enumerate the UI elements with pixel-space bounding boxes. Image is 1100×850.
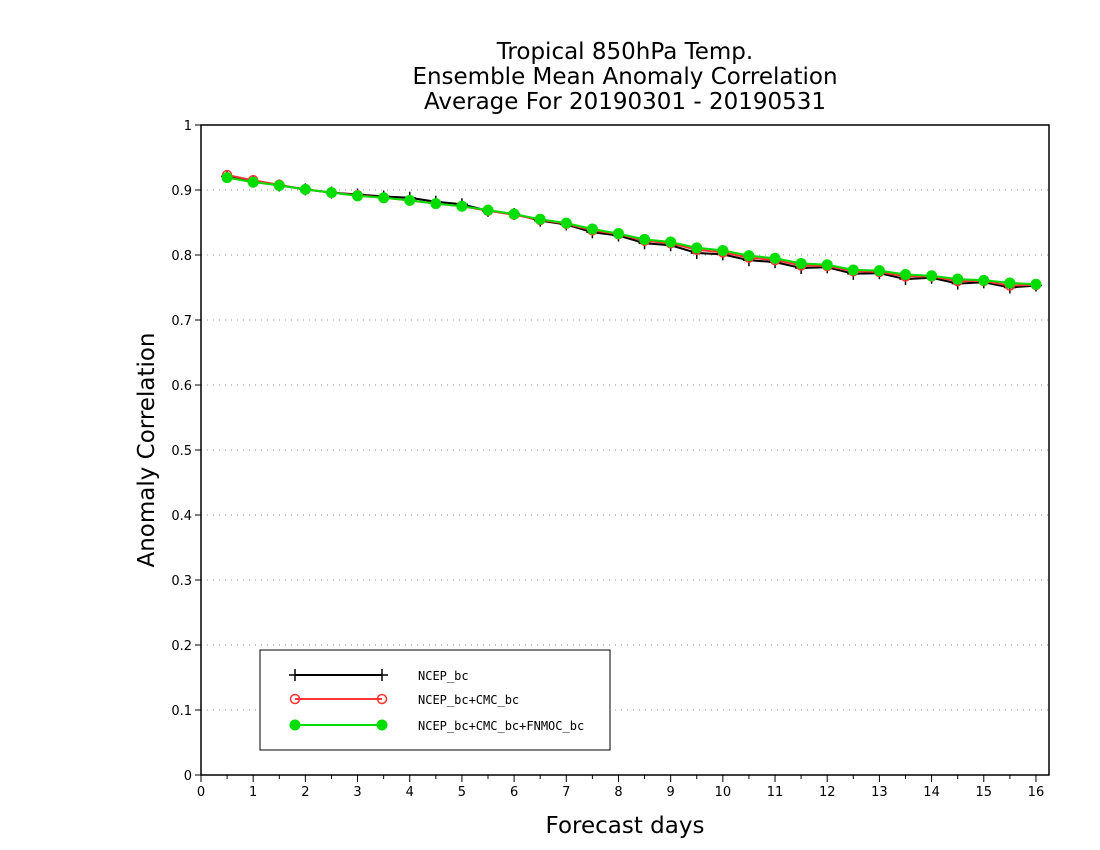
- y-tick-label: 0.2: [171, 639, 192, 654]
- data-point-filled-circle: [289, 719, 301, 731]
- x-tick-label: 14: [923, 785, 940, 800]
- legend-swatches: [289, 669, 388, 731]
- y-tick-label: 0.8: [171, 249, 192, 264]
- legend-label-ncep-cmc-fnmoc: NCEP_bc+CMC_bc+FNMOC_bc: [418, 719, 584, 733]
- data-point-filled-circle: [482, 204, 494, 216]
- data-point-filled-circle: [769, 252, 781, 264]
- data-point-open-circle: [376, 693, 388, 705]
- data-point-filled-circle: [821, 259, 833, 271]
- data-point-filled-circle: [612, 228, 624, 240]
- x-tick-label: 6: [510, 785, 518, 800]
- x-tick-label: 9: [667, 785, 675, 800]
- data-point-filled-circle: [456, 200, 468, 212]
- x-tick-label: 10: [715, 785, 732, 800]
- data-point-filled-circle: [586, 223, 598, 235]
- y-tick-label: 0.4: [171, 509, 192, 524]
- data-point-filled-circle: [1030, 278, 1042, 290]
- grid-lines: [201, 189, 1049, 711]
- data-point-filled-circle: [378, 192, 390, 204]
- x-tick-label: 3: [353, 785, 361, 800]
- x-axis-title: Forecast days: [546, 813, 705, 839]
- y-tick-label: 0: [184, 769, 192, 784]
- data-point-plus: [289, 669, 301, 681]
- plot-area-frame: [200, 124, 1050, 776]
- x-tick-label: 1: [249, 785, 257, 800]
- data-point-filled-circle: [1004, 277, 1016, 289]
- legend-swatch-1: [289, 693, 388, 705]
- x-tick-label: 13: [871, 785, 888, 800]
- data-point-filled-circle: [847, 264, 859, 276]
- y-axis-title: Anomaly Correlation: [134, 332, 160, 567]
- data-point-filled-circle: [873, 265, 885, 277]
- x-tick-label: 4: [406, 785, 414, 800]
- y-tick-label: 1: [184, 119, 192, 134]
- data-point-filled-circle: [717, 244, 729, 256]
- series-line: [226, 175, 1037, 289]
- data-point-filled-circle: [691, 242, 703, 254]
- x-tick-label: 2: [301, 785, 309, 800]
- data-point-filled-circle: [560, 217, 572, 229]
- chart-title-line-3: Average For 20190301 - 20190531: [424, 89, 826, 115]
- data-point-filled-circle: [899, 269, 911, 280]
- data-point-filled-circle: [325, 187, 337, 199]
- data-point-filled-circle: [926, 270, 938, 282]
- legend-label-ncep: NCEP_bc: [418, 669, 469, 683]
- data-series: [221, 169, 1042, 294]
- data-point-filled-circle: [404, 194, 416, 206]
- data-point-filled-circle: [430, 198, 442, 210]
- x-tick-label: 11: [767, 785, 784, 800]
- data-point-open-circle: [289, 693, 301, 705]
- data-point-filled-circle: [376, 719, 388, 731]
- data-point-filled-circle: [978, 274, 990, 286]
- x-tick-label: 16: [1028, 785, 1045, 800]
- data-point-plus: [376, 669, 388, 681]
- x-tick-label: 12: [819, 785, 836, 800]
- axis-ticks: 00.10.20.30.40.50.60.70.80.910 1 2 3 4 5 6 7 8 9 1…: [171, 119, 1044, 800]
- y-tick-label: 0.5: [171, 444, 192, 459]
- legend-swatch-0: [289, 669, 388, 681]
- x-tick-label: 15: [975, 785, 992, 800]
- data-point-filled-circle: [534, 213, 546, 225]
- series-2: [221, 172, 1042, 290]
- y-tick-label: 0.7: [171, 314, 192, 329]
- y-tick-label: 0.6: [171, 379, 192, 394]
- series-1: [221, 169, 1042, 291]
- chart-title: Tropical 850hPa Temp. Ensemble Mean Anom…: [412, 39, 837, 115]
- x-tick-label: 0: [197, 785, 205, 800]
- x-tick-label: 5: [458, 785, 466, 800]
- series-line: [226, 174, 1037, 287]
- x-tick-label: 7: [562, 785, 570, 800]
- data-point-filled-circle: [273, 179, 285, 191]
- data-point-filled-circle: [639, 233, 651, 245]
- legend-label-ncep-cmc: NCEP_bc+CMC_bc: [418, 693, 519, 707]
- data-point-filled-circle: [299, 183, 311, 195]
- data-point-filled-circle: [743, 250, 755, 262]
- y-tick-label: 0.3: [171, 574, 192, 589]
- y-tick-label: 0.1: [171, 704, 192, 719]
- data-point-filled-circle: [795, 257, 807, 269]
- chart-title-line-2: Ensemble Mean Anomaly Correlation: [412, 64, 837, 90]
- data-point-filled-circle: [247, 176, 259, 188]
- y-tick-label: 0.9: [171, 184, 192, 199]
- data-point-filled-circle: [352, 190, 364, 202]
- data-point-filled-circle: [952, 273, 964, 285]
- chart-title-line-1: Tropical 850hPa Temp.: [496, 39, 753, 65]
- legend-swatch-2: [289, 719, 388, 731]
- data-point-filled-circle: [665, 236, 677, 248]
- x-tick-label: 8: [614, 785, 622, 800]
- data-point-filled-circle: [221, 172, 233, 184]
- data-point-filled-circle: [508, 208, 520, 220]
- legend: NCEP_bc NCEP_bc+CMC_bc NCEP_bc+CMC_bc+FN…: [259, 649, 611, 751]
